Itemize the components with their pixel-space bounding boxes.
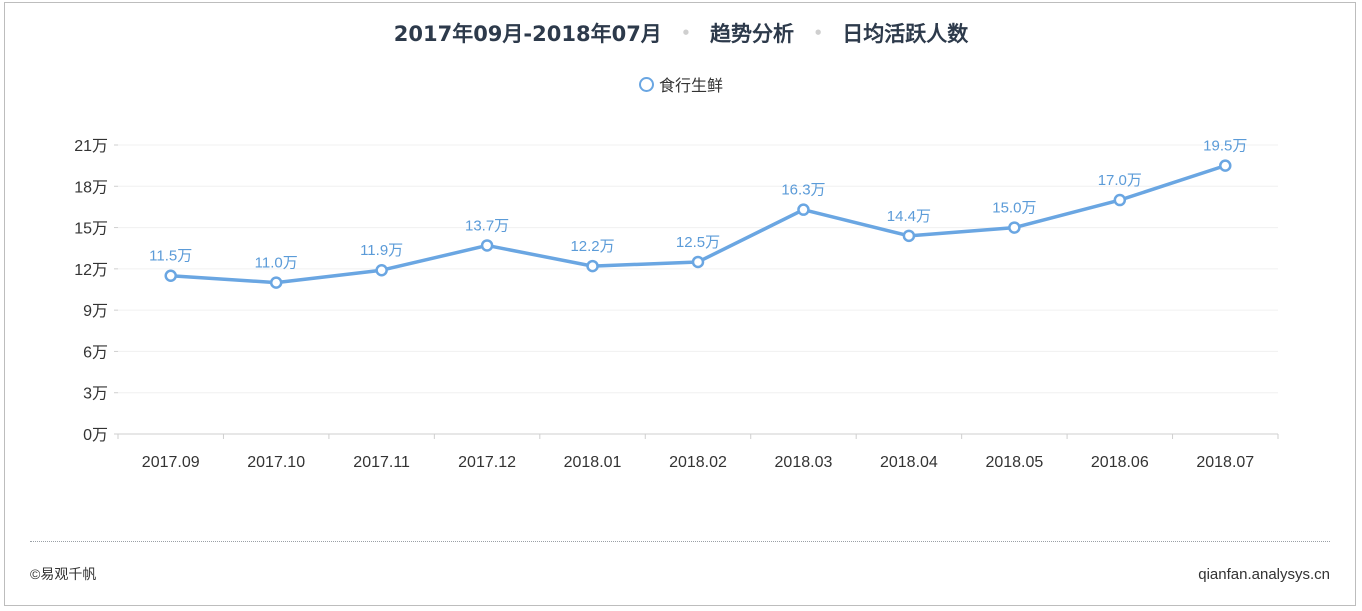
footer-divider [30,541,1330,542]
chart-title: 2017年09月-2018年07月 • 趋势分析 • 日均活跃人数 [0,18,1362,48]
title-separator: • [813,24,823,42]
x-tick-label: 2018.03 [775,454,833,471]
y-tick-label: 3万 [83,386,108,403]
site-url: qianfan.analysys.cn [1198,566,1330,583]
data-point [691,255,705,269]
x-tick-label: 2017.10 [247,454,305,471]
data-label: 13.7万 [465,217,509,234]
data-point [1113,193,1127,207]
data-point [1008,221,1021,234]
y-tick-label: 15万 [74,221,108,238]
data-label: 15.0万 [992,200,1036,217]
legend-marker-icon [638,77,654,92]
title-separator: • [681,24,691,42]
x-tick-label: 2018.04 [880,454,938,471]
x-tick-label: 2018.07 [1196,454,1254,471]
data-label: 14.4万 [887,208,931,225]
x-tick-label: 2018.01 [564,454,622,471]
x-tick-label: 2017.12 [458,454,516,471]
title-metric: 日均活跃人数 [842,22,969,46]
y-tick-label: 9万 [83,303,108,320]
copyright-text: ©易观千帆 [30,566,97,582]
y-tick-label: 18万 [74,179,108,196]
data-point [1219,159,1232,172]
x-tick-label: 2017.09 [142,454,200,471]
x-tick-label: 2018.05 [985,454,1043,471]
chart-frame [4,2,1356,606]
data-label: 12.2万 [570,238,614,255]
y-tick-label: 21万 [74,138,108,155]
y-tick-label: 0万 [83,427,108,444]
data-label: 16.3万 [781,182,825,199]
data-label: 19.5万 [1203,138,1247,155]
title-analysis-type: 趋势分析 [710,22,795,46]
data-label: 12.5万 [676,234,720,251]
data-label: 11.0万 [255,255,298,272]
y-tick-label: 12万 [74,262,108,279]
data-point [586,259,599,273]
data-point [375,263,388,277]
data-point [269,276,283,289]
data-label: 11.9万 [360,242,403,259]
data-point [797,203,810,216]
chart-legend[interactable]: 食行生鲜 [0,72,1362,96]
data-label: 11.5万 [149,248,192,265]
legend-series-name: 食行生鲜 [658,76,723,95]
y-tick-label: 6万 [83,344,108,361]
x-tick-label: 2018.06 [1091,454,1149,471]
data-point [902,229,916,243]
title-date-range: 2017年09月-2018年07月 [393,22,662,46]
data-point [164,269,177,282]
data-label: 17.0万 [1098,172,1142,189]
x-tick-label: 2017.11 [353,454,410,471]
data-point [480,239,494,252]
x-tick-label: 2018.02 [669,454,727,471]
